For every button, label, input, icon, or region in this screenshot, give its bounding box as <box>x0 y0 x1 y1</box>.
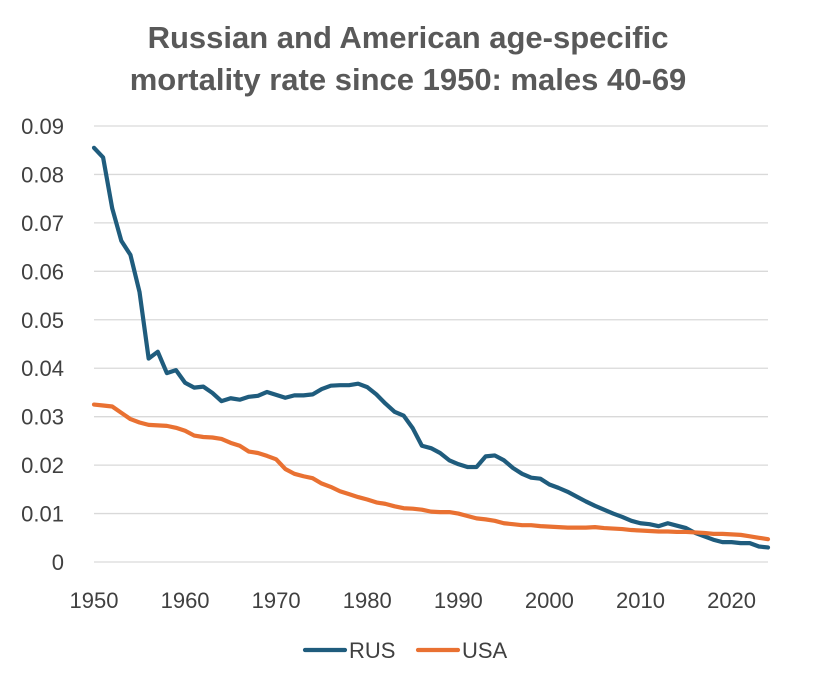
series-line-usa <box>91 402 771 542</box>
x-tick-label: 1980 <box>343 588 392 613</box>
x-tick-label: 2020 <box>707 588 756 613</box>
y-tick-label: 0.03 <box>21 405 64 430</box>
legend-label-usa: USA <box>462 638 508 663</box>
series-lines <box>91 145 771 550</box>
y-tick-label: 0.09 <box>21 114 64 139</box>
chart-title-line-2: mortality rate since 1950: males 40-69 <box>130 62 687 97</box>
series-line-rus <box>91 145 771 550</box>
x-axis-ticks: 1950 1960 1970 1980 1990 2000 2010 2020 <box>70 588 757 613</box>
x-tick-label: 2010 <box>616 588 665 613</box>
y-tick-label: 0.07 <box>21 211 64 236</box>
y-tick-label: 0 <box>52 550 64 575</box>
x-tick-label: 1950 <box>70 588 119 613</box>
legend-label-rus: RUS <box>349 638 395 663</box>
legend: RUS USA <box>302 638 508 663</box>
y-tick-label: 0.08 <box>21 162 64 187</box>
y-tick-label: 0.02 <box>21 453 64 478</box>
y-tick-label: 0.06 <box>21 259 64 284</box>
y-tick-label: 0.04 <box>21 356 64 381</box>
x-tick-label: 1970 <box>252 588 301 613</box>
chart-title-line-1: Russian and American age-specific <box>148 20 669 55</box>
y-tick-label: 0.01 <box>21 502 64 527</box>
x-tick-label: 1990 <box>434 588 483 613</box>
y-axis-ticks: 0 0.01 0.02 0.03 0.04 0.05 0.06 0.07 0.08 0.09 <box>21 114 64 575</box>
x-tick-label: 2000 <box>525 588 574 613</box>
gridlines <box>94 125 768 563</box>
y-tick-label: 0.05 <box>21 308 64 333</box>
x-tick-label: 1960 <box>161 588 210 613</box>
